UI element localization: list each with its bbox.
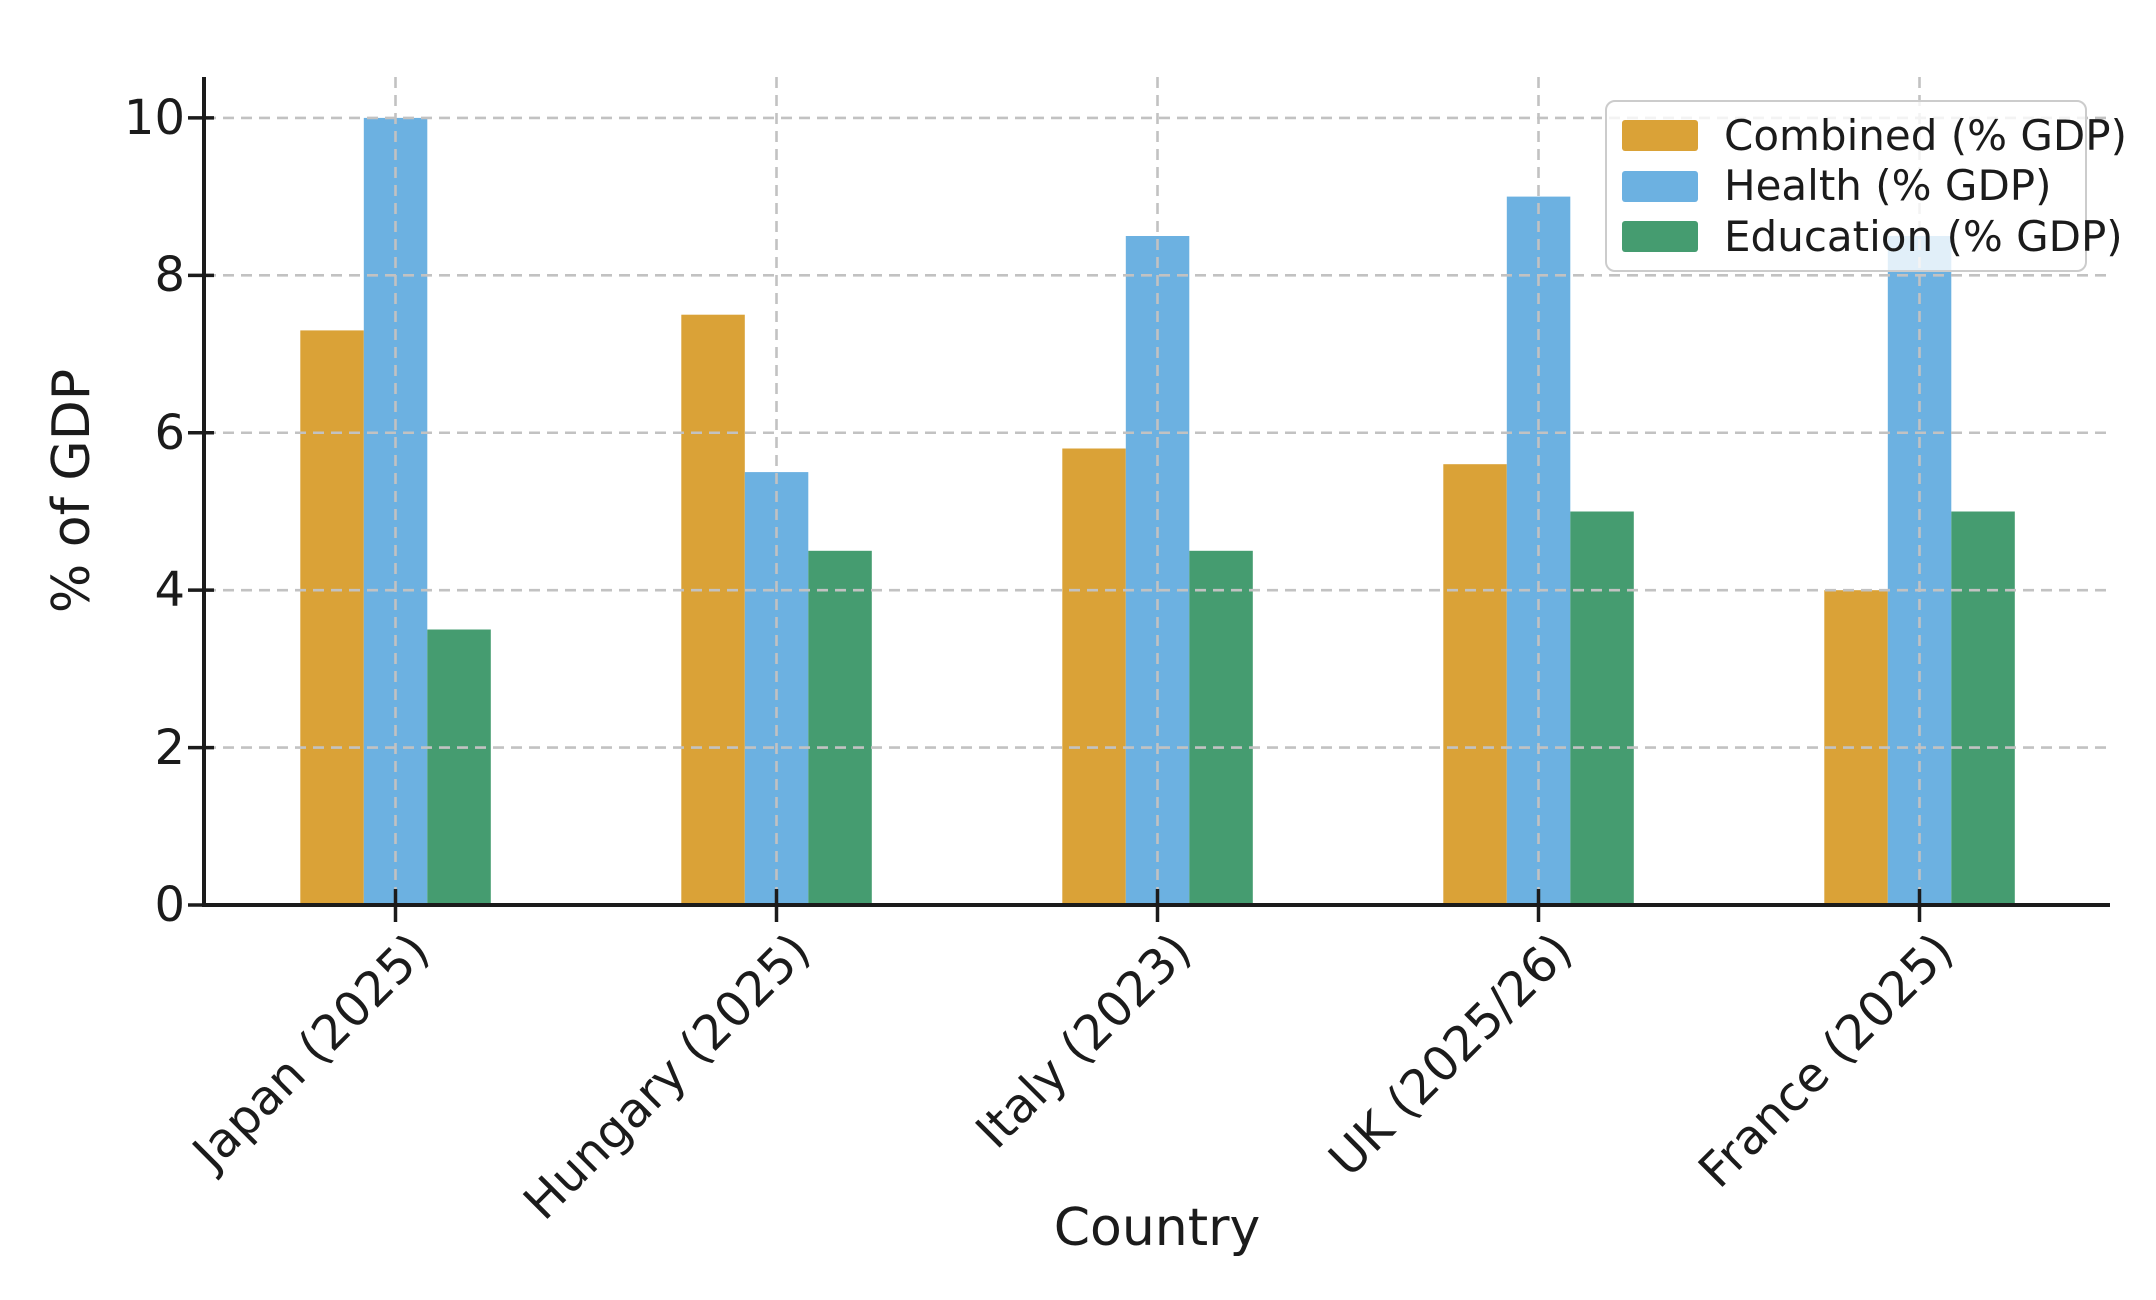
legend-item-3: Education (% GDP) <box>1622 213 2123 260</box>
y-axis-title: % of GDP <box>42 368 102 614</box>
legend-label-1: Combined (% GDP) <box>1724 110 2127 160</box>
legend-item-1: Combined (% GDP) <box>1622 112 2127 159</box>
bar-combined-3 <box>1062 448 1126 905</box>
legend-swatch-combined <box>1622 120 1698 151</box>
bar-combined-2 <box>681 314 745 905</box>
y-tick-label-2: 2 <box>154 719 185 776</box>
legend-label-3: Education (% GDP) <box>1724 211 2123 261</box>
legend-item-2: Health (% GDP) <box>1622 163 2075 209</box>
y-tick-label-10: 10 <box>123 89 185 146</box>
y-tick-label-0: 0 <box>154 877 185 933</box>
legend: Combined (% GDP) Health (% GDP) Education … <box>1605 100 2127 272</box>
bar-education-2 <box>808 550 872 905</box>
legend-label-2: Health (% GDP) <box>1724 161 2052 210</box>
x-axis-title: Country <box>1053 1198 1261 1258</box>
bar-combined-4 <box>1443 464 1507 905</box>
y-tick-label-6: 6 <box>154 404 185 461</box>
bar-education-3 <box>1189 550 1253 905</box>
bar-education-5 <box>1951 511 2015 905</box>
legend-swatch-health <box>1622 170 1698 202</box>
bar-combined-1 <box>300 330 364 905</box>
bar-health-2 <box>744 472 809 905</box>
y-tick-label-8: 8 <box>154 247 185 304</box>
bar-education-1 <box>427 629 491 905</box>
bar-education-4 <box>1570 511 1634 905</box>
y-tick-label-4: 4 <box>154 562 185 619</box>
legend-swatch-education <box>1622 221 1698 252</box>
